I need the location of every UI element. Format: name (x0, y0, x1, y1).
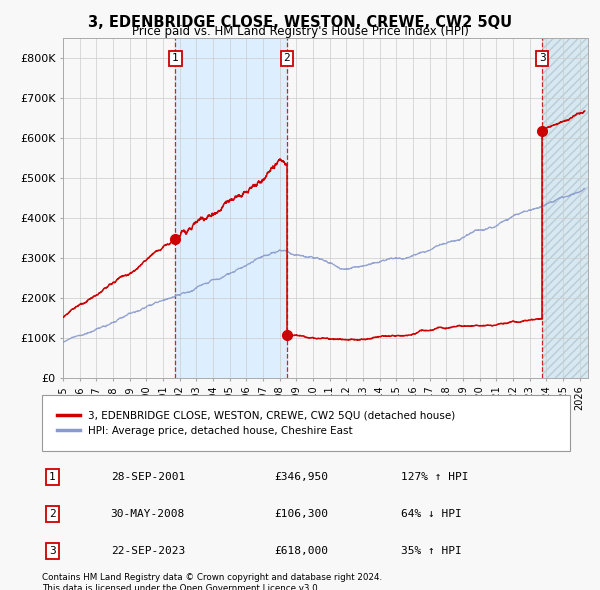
Text: 3: 3 (539, 53, 545, 63)
Text: 2: 2 (283, 53, 290, 63)
Text: 1: 1 (49, 472, 56, 482)
Text: 3, EDENBRIDGE CLOSE, WESTON, CREWE, CW2 5QU: 3, EDENBRIDGE CLOSE, WESTON, CREWE, CW2 … (88, 15, 512, 30)
Text: £618,000: £618,000 (274, 546, 328, 556)
Text: 22-SEP-2023: 22-SEP-2023 (110, 546, 185, 556)
Text: Price paid vs. HM Land Registry's House Price Index (HPI): Price paid vs. HM Land Registry's House … (131, 25, 469, 38)
Text: Contains HM Land Registry data © Crown copyright and database right 2024.: Contains HM Land Registry data © Crown c… (42, 573, 382, 582)
Text: 64% ↓ HPI: 64% ↓ HPI (401, 509, 462, 519)
FancyBboxPatch shape (42, 395, 570, 451)
Legend: 3, EDENBRIDGE CLOSE, WESTON, CREWE, CW2 5QU (detached house), HPI: Average price: 3, EDENBRIDGE CLOSE, WESTON, CREWE, CW2 … (52, 407, 460, 440)
Text: £106,300: £106,300 (274, 509, 328, 519)
Text: This data is licensed under the Open Government Licence v3.0.: This data is licensed under the Open Gov… (42, 584, 320, 590)
Text: 127% ↑ HPI: 127% ↑ HPI (401, 472, 469, 482)
Text: 35% ↑ HPI: 35% ↑ HPI (401, 546, 462, 556)
Bar (542, 38, 588, 378)
Text: 3: 3 (49, 546, 56, 556)
Text: 2: 2 (49, 509, 56, 519)
Text: 28-SEP-2001: 28-SEP-2001 (110, 472, 185, 482)
Text: £346,950: £346,950 (274, 472, 328, 482)
Text: 30-MAY-2008: 30-MAY-2008 (110, 509, 185, 519)
Bar (175, 38, 287, 378)
Text: 1: 1 (172, 53, 179, 63)
